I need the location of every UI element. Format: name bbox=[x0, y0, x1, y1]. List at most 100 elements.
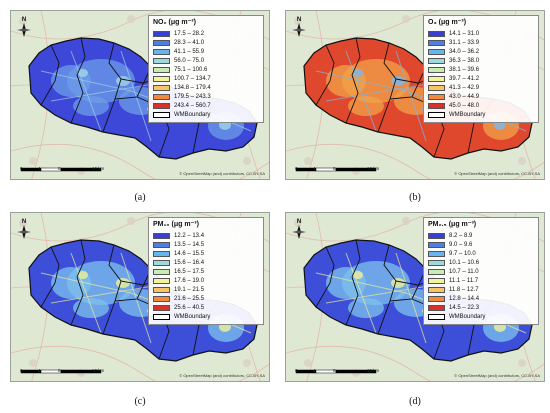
legend-swatch bbox=[428, 295, 445, 302]
scale-bar: 0 4 8 16 km bbox=[20, 160, 106, 172]
legend-row: 21.6 – 25.5 bbox=[153, 294, 259, 303]
town-area bbox=[518, 157, 526, 165]
legend-rows: 14.1 – 31.0 31.1 – 33.9 34.0 – 36.2 36.3 – … bbox=[428, 29, 534, 110]
town-area bbox=[518, 359, 526, 367]
legend-row: 45.0 – 48.0 bbox=[428, 101, 534, 110]
legend-row: 34.0 – 36.2 bbox=[428, 47, 534, 56]
legend-row: 19.1 – 21.5 bbox=[153, 285, 259, 294]
north-arrow-icon: N bbox=[15, 216, 33, 240]
scale-tick-label: 8 bbox=[333, 166, 336, 171]
town-area bbox=[304, 359, 312, 367]
district-boundary-line bbox=[315, 246, 335, 308]
legend-swatch bbox=[153, 48, 170, 55]
legend-swatch bbox=[153, 75, 170, 82]
scale-bar-graphic bbox=[20, 369, 102, 374]
town-area bbox=[127, 15, 135, 23]
legend-title: PM₁₀ (μg m⁻³) bbox=[153, 221, 199, 228]
town-area bbox=[294, 17, 302, 25]
legend-label: 16.5 – 17.5 bbox=[174, 268, 205, 275]
scale-tick-label: 0 bbox=[20, 166, 23, 171]
road-line bbox=[286, 345, 544, 381]
legend-label: 56.0 – 75.0 bbox=[174, 57, 205, 64]
legend-label: 100.7 – 134.7 bbox=[174, 75, 211, 82]
urban-concentration bbox=[73, 96, 109, 116]
hotspot bbox=[391, 278, 405, 288]
legend-swatch bbox=[428, 75, 445, 82]
north-arrow-icon: N bbox=[290, 216, 308, 240]
legend-label: 9.7 – 10.0 bbox=[449, 250, 476, 257]
legend-label: 134.8 – 179.4 bbox=[174, 84, 211, 91]
scale-bar: 0 4 8 16 km bbox=[295, 362, 381, 374]
compass-cross bbox=[292, 230, 306, 234]
town-area bbox=[402, 217, 410, 225]
legend-rows: 8.2 – 8.9 9.0 – 9.6 9.7 – 10.0 10.1 – 10.6 1… bbox=[428, 231, 534, 312]
compass-graphic: N bbox=[292, 17, 306, 37]
legend-label: WMBoundary bbox=[174, 111, 211, 118]
legend-label: 15.6 – 16.4 bbox=[174, 259, 205, 266]
road-network-line bbox=[345, 50, 377, 132]
legend-row: 8.2 – 8.9 bbox=[428, 231, 534, 240]
legend-label: WMBoundary bbox=[174, 313, 211, 320]
legend-rows: 17.5 – 28.2 28.3 – 41.0 41.1 – 55.9 56.0 – … bbox=[153, 29, 259, 110]
legend-row: 10.7 – 11.0 bbox=[428, 267, 534, 276]
north-arrow-icon: N bbox=[15, 14, 33, 38]
legend-label: 41.3 – 42.9 bbox=[449, 84, 480, 91]
road-network-line bbox=[120, 252, 152, 344]
compass-graphic: N bbox=[17, 17, 31, 37]
legend-swatch bbox=[153, 39, 170, 46]
scale-tick-label: 16 km bbox=[367, 368, 380, 373]
legend-swatch bbox=[428, 241, 445, 248]
legend-label: WMBoundary bbox=[449, 111, 486, 118]
town-area bbox=[294, 219, 302, 227]
scale-bar-graphic bbox=[295, 167, 377, 172]
legend-label: 34.0 – 36.2 bbox=[449, 48, 480, 55]
legend-swatch bbox=[153, 277, 170, 284]
district-boundary-line bbox=[40, 246, 60, 308]
legend-row-boundary: WMBoundary bbox=[428, 110, 534, 119]
legend-label: 179.5 – 243.3 bbox=[174, 93, 211, 100]
legend-row: 75.1 – 100.6 bbox=[153, 65, 259, 74]
district-boundary-line bbox=[70, 37, 86, 124]
legend-swatch bbox=[153, 102, 170, 109]
legend-label: 41.1 – 55.9 bbox=[174, 48, 205, 55]
hotspot bbox=[391, 76, 405, 86]
map-attribution: © OpenStreetMap (and) contributors, CC-B… bbox=[179, 373, 265, 378]
legend-swatch bbox=[428, 84, 445, 91]
town-area bbox=[243, 359, 251, 367]
legend-label: 43.0 – 44.9 bbox=[449, 93, 480, 100]
legend-swatch bbox=[153, 286, 170, 293]
scale-tick-label: 16 km bbox=[367, 166, 380, 171]
scale-bar: 0 4 8 16 km bbox=[20, 362, 106, 374]
map-panel-pm10: PM₁₀ (μg m⁻³) 12.2 – 13.4 13.5 – 14.5 14.6… bbox=[10, 212, 270, 382]
legend-label: 28.3 – 41.0 bbox=[174, 39, 205, 46]
legend-row: 12.8 – 14.4 bbox=[428, 294, 534, 303]
legend-label: 14.5 – 22.3 bbox=[449, 304, 480, 311]
legend-swatch bbox=[153, 268, 170, 275]
legend-label: 14.1 – 31.0 bbox=[449, 30, 480, 37]
road-network-line bbox=[70, 252, 102, 334]
legend-row: 11.1 – 11.7 bbox=[428, 276, 534, 285]
scale-tick-label: 4 bbox=[313, 166, 316, 171]
compass-cross bbox=[17, 230, 31, 234]
north-label: N bbox=[297, 17, 301, 23]
map-attribution: © OpenStreetMap (and) contributors, CC-B… bbox=[179, 171, 265, 176]
panel-caption: (c) bbox=[134, 396, 146, 407]
legend-row: 43.0 – 44.9 bbox=[428, 92, 534, 101]
scale-tick-label: 0 bbox=[295, 166, 298, 171]
urban-concentration bbox=[73, 298, 109, 318]
legend-title: O₃ (μg m⁻³) bbox=[428, 19, 467, 26]
scale-bar-graphic bbox=[295, 369, 377, 374]
legend-label: 31.1 – 33.9 bbox=[449, 39, 480, 46]
district-boundary-line bbox=[345, 37, 361, 124]
urban-concentration bbox=[348, 298, 384, 318]
district-boundary-line bbox=[315, 44, 335, 106]
district-boundary-line bbox=[345, 239, 361, 326]
road-network-line bbox=[395, 50, 427, 142]
map-legend: PM₂.₅ (μg m⁻³) 8.2 – 8.9 9.0 – 9.6 9.7 – 1… bbox=[423, 217, 539, 325]
legend-rows: 12.2 – 13.4 13.5 – 14.5 14.6 – 15.5 15.6 – … bbox=[153, 231, 259, 312]
legend-row: 134.8 – 179.4 bbox=[153, 83, 259, 92]
road-line bbox=[11, 345, 269, 381]
wm-boundary-line bbox=[28, 37, 258, 160]
legend-swatch bbox=[153, 241, 170, 248]
legend-row: 9.7 – 10.0 bbox=[428, 249, 534, 258]
